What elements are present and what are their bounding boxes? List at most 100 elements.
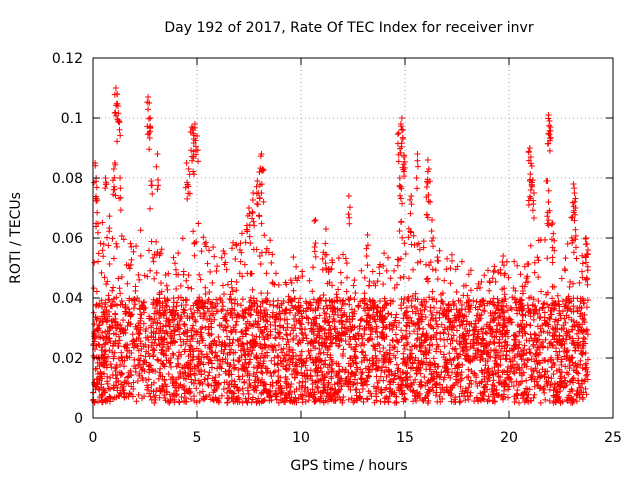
data-point bbox=[480, 325, 487, 332]
data-point bbox=[208, 382, 215, 389]
data-point bbox=[410, 266, 417, 273]
data-point bbox=[197, 276, 204, 283]
data-point bbox=[176, 399, 183, 406]
data-point bbox=[539, 339, 546, 346]
data-point bbox=[579, 252, 586, 259]
data-point-peak bbox=[545, 217, 552, 224]
data-point bbox=[348, 326, 355, 333]
data-point-peak bbox=[401, 173, 408, 180]
data-point bbox=[168, 364, 175, 371]
y-tick-label: 0.12 bbox=[52, 51, 83, 67]
data-point bbox=[156, 394, 163, 401]
data-point bbox=[463, 340, 470, 347]
data-point bbox=[395, 365, 402, 372]
data-point bbox=[558, 325, 565, 332]
data-point bbox=[230, 324, 237, 331]
data-point bbox=[357, 298, 364, 305]
data-point bbox=[432, 392, 439, 399]
data-point bbox=[275, 367, 282, 374]
data-point bbox=[254, 365, 261, 372]
data-point bbox=[367, 390, 374, 397]
data-point-peak bbox=[397, 149, 404, 156]
data-point bbox=[443, 361, 450, 368]
data-point bbox=[161, 363, 168, 370]
data-point bbox=[127, 321, 134, 328]
data-point bbox=[407, 229, 414, 236]
data-point bbox=[419, 302, 426, 309]
data-point-peak bbox=[526, 178, 533, 184]
data-point-peak bbox=[408, 193, 415, 199]
data-point bbox=[318, 368, 325, 375]
data-point-peak bbox=[345, 193, 352, 199]
data-point bbox=[566, 354, 573, 361]
data-point bbox=[406, 330, 413, 337]
data-point bbox=[163, 282, 170, 289]
data-point bbox=[345, 379, 352, 386]
data-point bbox=[165, 270, 172, 277]
data-point bbox=[223, 327, 230, 334]
data-point-peak bbox=[149, 190, 156, 197]
data-point bbox=[373, 323, 380, 330]
data-point bbox=[275, 330, 282, 337]
data-point bbox=[141, 368, 148, 375]
data-point bbox=[130, 379, 137, 386]
data-point bbox=[525, 357, 532, 364]
data-point bbox=[401, 310, 408, 317]
data-point-peak bbox=[145, 115, 152, 122]
data-point bbox=[181, 307, 188, 314]
data-point bbox=[552, 302, 559, 309]
data-point bbox=[252, 318, 259, 325]
data-point bbox=[474, 383, 481, 390]
data-point bbox=[188, 333, 195, 340]
data-point bbox=[167, 354, 174, 361]
data-point bbox=[232, 364, 239, 371]
data-point bbox=[581, 311, 588, 318]
data-point bbox=[504, 371, 511, 378]
data-point bbox=[239, 373, 246, 380]
data-point bbox=[467, 389, 474, 396]
data-point bbox=[297, 295, 304, 302]
data-point bbox=[466, 327, 473, 334]
data-point bbox=[112, 372, 119, 379]
data-point bbox=[148, 342, 155, 349]
data-point bbox=[285, 352, 292, 359]
data-point bbox=[297, 320, 304, 327]
data-point bbox=[562, 255, 569, 262]
data-point bbox=[493, 360, 500, 367]
data-point bbox=[522, 279, 529, 286]
data-point bbox=[548, 307, 555, 314]
data-point bbox=[577, 295, 584, 302]
data-point bbox=[102, 347, 109, 354]
data-point bbox=[112, 310, 119, 317]
data-point bbox=[498, 343, 505, 350]
data-point bbox=[270, 298, 277, 305]
data-point bbox=[174, 321, 181, 328]
data-point bbox=[346, 333, 353, 340]
data-point bbox=[166, 360, 173, 367]
data-point bbox=[325, 318, 332, 325]
data-point bbox=[104, 380, 111, 387]
data-point bbox=[380, 304, 387, 311]
data-point bbox=[117, 321, 124, 328]
data-point bbox=[129, 393, 136, 400]
data-point bbox=[453, 327, 460, 334]
data-point bbox=[473, 324, 480, 331]
data-point bbox=[453, 306, 460, 313]
data-point bbox=[167, 376, 174, 383]
data-point bbox=[247, 382, 254, 389]
data-point bbox=[401, 346, 408, 353]
data-point-peak bbox=[548, 221, 555, 228]
data-point bbox=[272, 335, 279, 342]
data-point bbox=[187, 306, 194, 313]
data-point bbox=[184, 329, 191, 336]
data-point bbox=[120, 326, 127, 333]
data-point bbox=[272, 270, 279, 277]
data-point bbox=[365, 337, 372, 344]
data-point bbox=[102, 396, 109, 403]
data-point bbox=[271, 281, 278, 288]
data-point bbox=[121, 389, 128, 396]
data-point-peak bbox=[182, 184, 189, 191]
data-point-peak bbox=[543, 178, 550, 185]
data-point-peak bbox=[398, 123, 405, 130]
data-point bbox=[297, 339, 304, 346]
